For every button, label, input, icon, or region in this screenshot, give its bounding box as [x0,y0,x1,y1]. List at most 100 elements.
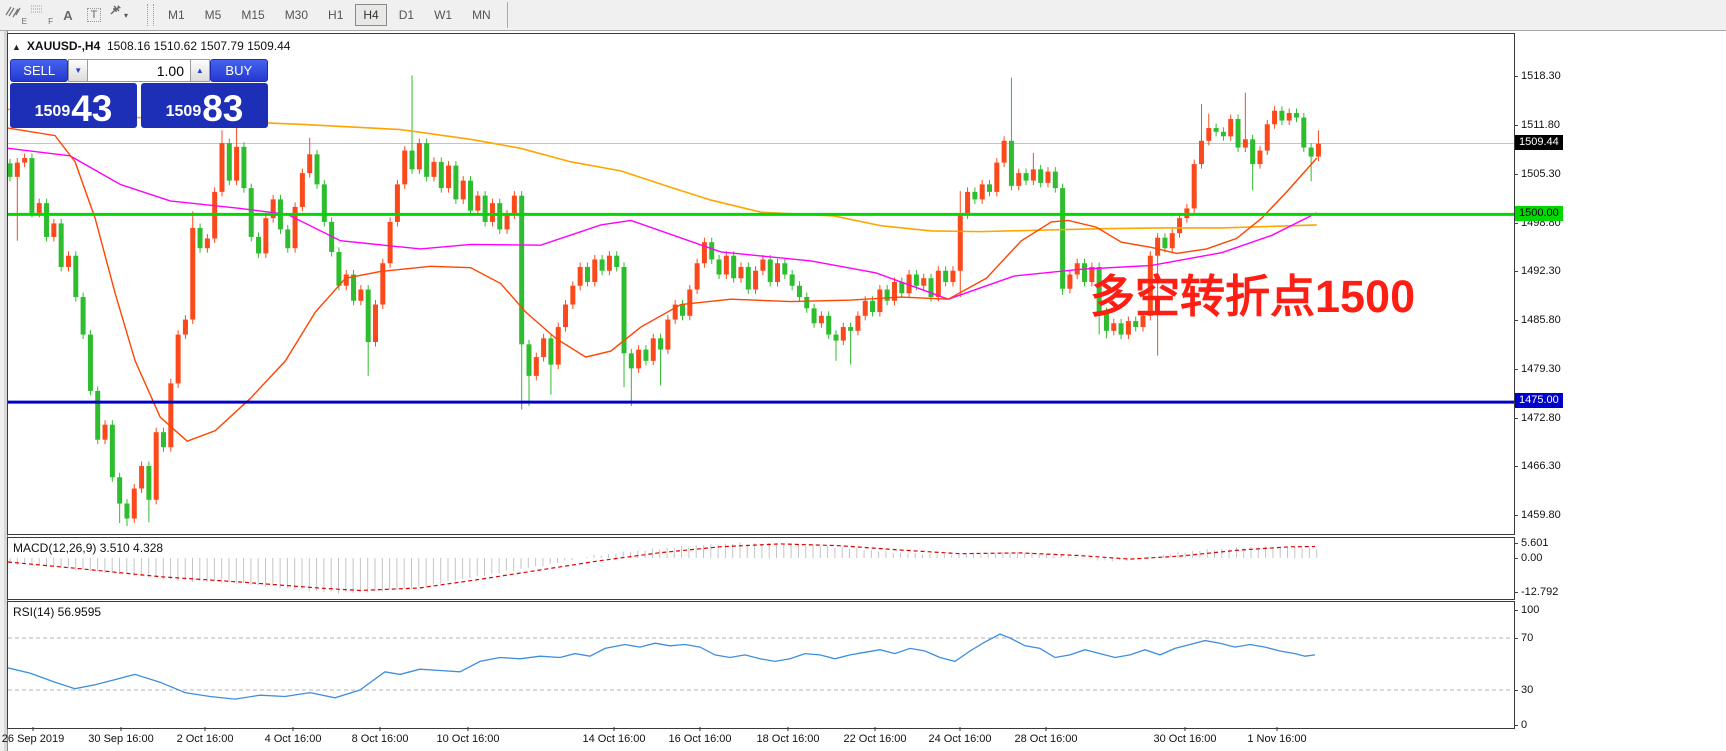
axis-tick [1514,320,1518,321]
axis-tick [1514,76,1518,78]
time-axis-label: 2 Oct 16:00 [176,733,234,745]
candle-body [767,259,773,282]
candle-body [796,285,802,298]
time-axis-label: 26 Sep 2019 [1,733,65,745]
rsi-line [8,633,1316,700]
candle-body [358,289,364,301]
text-label-icon[interactable]: A [56,3,80,27]
candle-body [14,162,20,177]
candle-body [270,199,276,219]
timeframe-button-W1[interactable]: W1 [434,8,453,22]
sell-price-panel[interactable]: 1509 43 [10,83,137,128]
collapse-panel-arrow-icon[interactable]: ▲ [12,42,21,52]
candle-body [1162,237,1168,249]
candle-body [1206,128,1212,141]
chart-annotation-text: 多空转折点1500 [1090,271,1416,322]
timeframe-button-M5[interactable]: M5 [204,8,222,22]
sell-button[interactable]: SELL [10,59,69,82]
candle-body [577,266,583,286]
price-tick-label: 1518.30 [1521,70,1561,83]
cursor-mode-icon[interactable]: ▾ [108,3,142,27]
macd-signal-line [8,543,1316,592]
timeframe-button-H4[interactable]: H4 [355,4,387,26]
candle-body [1111,323,1117,331]
one-click-trading-widget: SELL ▼ ▲ BUY 1509 43 1509 83 [10,59,268,128]
candle-body [1067,274,1073,289]
candle-body [833,334,839,341]
time-axis-label: 22 Oct 16:00 [843,733,907,745]
macd-canvas[interactable] [8,538,1512,597]
timeframe-button-D1[interactable]: D1 [398,8,415,22]
candle-body [701,242,707,264]
main-chart-canvas[interactable] [8,34,1514,534]
candle-body [1279,110,1285,121]
candle-body [1155,237,1161,256]
candle-body [1045,171,1051,183]
candle-body [1301,117,1307,148]
candle-body [73,255,79,298]
volume-input[interactable] [88,59,190,82]
timeframe-button-MN[interactable]: MN [472,8,491,22]
candle-body [987,184,993,192]
candle-body [36,203,42,213]
candle-body [570,285,576,305]
candle-body [446,165,452,189]
volume-increase-button[interactable]: ▲ [190,59,210,82]
time-axis-tick [32,727,34,731]
indicators-icon[interactable]: E [4,3,28,27]
candle-body [153,432,159,500]
buy-price-panel[interactable]: 1509 83 [141,83,268,128]
candle-body [1089,266,1095,282]
candle-body [584,266,590,282]
candle-body [1147,255,1153,316]
price-tick-label: 1472.80 [1521,411,1561,424]
candle-body [168,383,174,448]
candle-body [870,300,876,313]
candle-body [826,315,832,335]
timeframe-button-M15[interactable]: M15 [241,8,265,22]
candle-body [22,158,28,163]
text-label-glyph: A [63,7,73,23]
time-axis-tick [874,727,876,731]
candle-body [957,214,963,271]
chart-header: ▲ XAUUSD-,H4 1508.16 1510.62 1507.79 1509… [12,39,290,53]
candle-body [899,281,905,294]
timeframe-button-H1[interactable]: H1 [328,8,344,22]
candle-body [650,338,656,361]
candle-body [387,221,393,264]
time-axis-tick [120,727,122,731]
candle-body [716,259,722,275]
candle-body [1308,147,1314,157]
rsi-canvas[interactable] [8,602,1512,726]
candle-body [29,158,35,213]
candle-body [460,180,466,200]
volume-decrease-button[interactable]: ▼ [68,59,88,82]
timeframe-button-M1[interactable]: M1 [168,8,185,22]
candle-body [175,334,181,384]
text-box-icon[interactable]: T [82,3,106,27]
time-axis-tick [204,727,206,731]
time-axis-tick [467,727,469,731]
candle-body [928,278,934,298]
buy-price-big-figure: 1509 [165,103,202,120]
buy-button[interactable]: BUY [209,59,268,82]
time-axis-label: 28 Oct 16:00 [1014,733,1078,745]
candle-body [1082,263,1088,282]
rsi-pane[interactable] [7,601,1515,729]
axis-tick [1514,271,1518,273]
candle-body [679,304,685,316]
timeframe-button-M30[interactable]: M30 [284,8,309,22]
candle-body [424,143,430,177]
candle-body [848,327,854,331]
candle-body [526,344,532,376]
candle-body [482,195,488,222]
candle-body [431,161,437,177]
objects-grid-icon[interactable]: F [30,3,54,27]
candle-body [307,154,313,174]
grid-icon-glyph [31,5,43,13]
candle-body [219,143,225,192]
candle-body [497,203,503,230]
candle-body [343,274,349,286]
candle-body [745,266,751,290]
candle-body [321,184,327,222]
